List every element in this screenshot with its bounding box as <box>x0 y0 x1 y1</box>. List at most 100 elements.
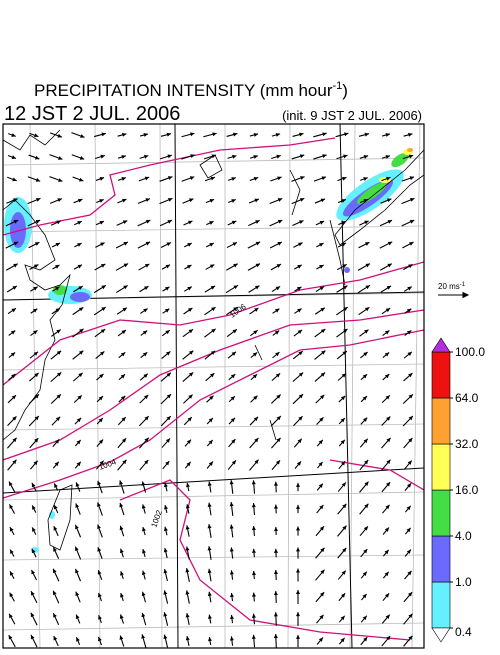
wind-arrow <box>53 613 58 625</box>
wind-arrow <box>271 395 280 404</box>
wind-arrow <box>142 504 146 513</box>
wind-arrow <box>317 440 323 446</box>
wind-arrow <box>206 199 214 203</box>
colorbar-label: 64.0 <box>455 391 479 405</box>
wind-arrow <box>75 418 81 424</box>
wind-arrow <box>141 352 148 357</box>
wind-arrow <box>360 482 369 493</box>
wind-arrow <box>162 351 171 358</box>
wind-arrow <box>140 460 149 470</box>
wind-arrow <box>360 177 368 181</box>
wind-arrow <box>208 637 212 645</box>
wind-arrow <box>75 525 80 537</box>
wind-arrow <box>251 352 257 357</box>
wind-arrow <box>96 177 104 181</box>
wind-arrow <box>404 133 413 137</box>
wind-arrow <box>404 352 412 358</box>
wind-arrow <box>94 285 106 292</box>
wind-arrow <box>185 265 192 269</box>
wind-arrow <box>8 308 16 313</box>
wind-arrow <box>339 616 344 622</box>
wind-arrow <box>10 549 14 556</box>
vector-legend-superscript: -1 <box>460 282 466 288</box>
wind-arrow <box>28 177 40 182</box>
wind-arrow <box>271 264 281 270</box>
wind-arrow <box>380 264 392 271</box>
colorbar-under <box>432 628 450 642</box>
vector-legend-arrow <box>438 293 468 298</box>
wind-arrow <box>205 286 215 292</box>
wind-arrow <box>404 373 413 381</box>
wind-arrow <box>315 308 325 315</box>
arrow-head <box>296 568 300 572</box>
colorbar-segment <box>432 490 450 536</box>
wind-arrow <box>164 483 168 491</box>
wind-arrow <box>95 329 105 337</box>
wind-arrow <box>338 482 346 491</box>
wind-arrow <box>29 242 40 247</box>
wind-arrow <box>10 527 14 535</box>
wind-arrow <box>8 133 16 137</box>
wind-arrow <box>72 155 84 160</box>
wind-arrow <box>183 395 192 404</box>
wind-arrow <box>230 570 234 579</box>
wind-arrow <box>97 547 102 558</box>
wind-arrow <box>317 638 323 645</box>
arrow-head <box>274 527 278 531</box>
wind-arrow <box>293 372 303 381</box>
wind-arrow <box>117 308 127 315</box>
wind-arrow <box>208 615 212 624</box>
wind-arrow <box>95 155 105 159</box>
wind-arrow <box>250 460 259 471</box>
wind-arrow <box>206 243 214 247</box>
wind-arrow <box>76 637 80 645</box>
title: PRECIPITATION INTENSITY (mm hour-1) <box>34 80 348 100</box>
wind-arrow <box>164 505 168 513</box>
wind-arrow <box>249 199 259 203</box>
colorbar-label: 4.0 <box>455 529 472 543</box>
wind-arrow <box>139 416 148 426</box>
wind-arrow <box>208 503 212 516</box>
wind-arrow <box>119 374 125 379</box>
wind-arrow <box>94 133 106 137</box>
wind-arrow <box>7 177 16 181</box>
arrow-head <box>164 569 168 573</box>
wind-arrow <box>207 462 213 469</box>
wind-arrow <box>28 198 41 204</box>
wind-arrow <box>120 593 124 601</box>
wind-arrow <box>251 396 258 403</box>
wind-arrow <box>228 155 237 159</box>
arrow-head <box>296 547 300 551</box>
wind-arrow <box>164 569 168 581</box>
wind-arrow <box>31 570 36 580</box>
wind-arrow <box>313 132 326 136</box>
wind-arrow <box>228 221 237 225</box>
wind-arrow <box>296 483 300 491</box>
wind-arrow <box>360 352 367 358</box>
wind-arrow <box>76 482 80 491</box>
arrow-head <box>186 590 190 594</box>
wind-arrow <box>359 307 370 314</box>
colorbar-segment <box>432 352 450 398</box>
wind-arrow <box>226 264 237 270</box>
wind-arrow <box>382 395 390 402</box>
wind-arrow <box>248 264 260 271</box>
wind-arrow <box>248 242 260 248</box>
wind-arrow <box>380 242 392 248</box>
colorbar-label: 0.4 <box>455 625 472 639</box>
wind-arrow <box>382 482 390 492</box>
wind-arrow <box>404 592 412 602</box>
arrow-head <box>274 612 278 616</box>
wind-arrow <box>118 330 126 336</box>
wind-arrow <box>381 438 390 448</box>
wind-arrow <box>204 307 215 315</box>
wind-arrow <box>206 221 213 225</box>
wind-arrow <box>250 133 258 137</box>
wind-arrow <box>30 438 39 448</box>
wind-arrow <box>140 155 149 159</box>
wind-arrow <box>8 155 16 159</box>
valid-time: 12 JST 2 JUL. 2006 <box>4 103 180 125</box>
wind-arrow <box>295 461 301 468</box>
wind-arrow <box>97 502 102 515</box>
title-superscript: -1 <box>332 80 342 92</box>
